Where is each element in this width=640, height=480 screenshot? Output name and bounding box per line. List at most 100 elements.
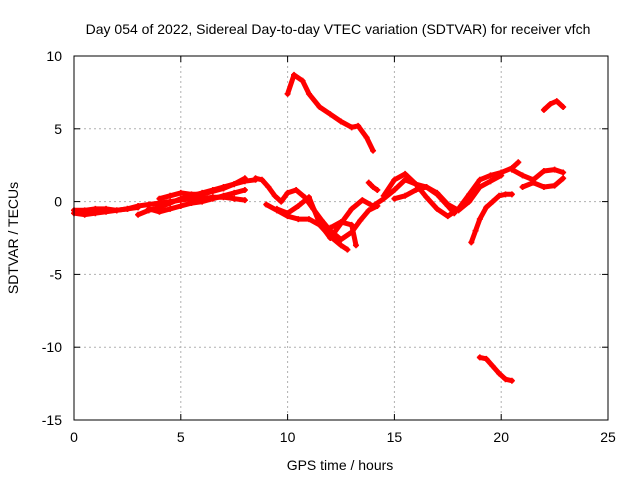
- data-point: [496, 370, 503, 377]
- data-point: [209, 188, 216, 195]
- data-point: [508, 377, 515, 384]
- data-point: [135, 204, 142, 211]
- series-arc-09: [284, 71, 377, 154]
- data-point: [167, 192, 174, 199]
- data-point: [338, 236, 344, 243]
- data-point: [455, 207, 462, 214]
- data-point: [444, 213, 451, 220]
- data-point: [391, 195, 398, 202]
- data-point: [291, 71, 298, 78]
- data-point: [209, 195, 216, 202]
- data-point: [540, 168, 547, 175]
- data-point: [305, 216, 312, 223]
- data-point: [305, 90, 312, 97]
- data-point: [220, 185, 227, 192]
- data-point: [103, 208, 110, 215]
- data-point: [316, 103, 323, 110]
- data-point: [508, 166, 515, 173]
- series-arc-18: [540, 98, 567, 113]
- data-point: [241, 197, 248, 204]
- data-point: [423, 194, 430, 201]
- data-point: [252, 175, 259, 182]
- x-tick-label: 10: [280, 429, 296, 445]
- series-arc-15: [476, 354, 515, 384]
- data-point: [338, 218, 344, 225]
- data-point: [402, 192, 409, 199]
- y-tick-label: 0: [54, 194, 62, 210]
- data-point: [553, 98, 560, 105]
- series-arc-10: [327, 218, 359, 249]
- data-point: [423, 184, 430, 191]
- data-point: [496, 192, 503, 199]
- data-point: [483, 355, 490, 362]
- data-point: [231, 181, 238, 188]
- series-arc-02: [71, 204, 142, 218]
- data-point: [359, 197, 366, 204]
- data-point: [498, 172, 505, 179]
- data-point: [177, 189, 184, 196]
- x-tick-label: 15: [387, 429, 403, 445]
- data-point: [188, 200, 195, 207]
- data-point: [551, 166, 558, 173]
- data-point: [560, 169, 567, 176]
- data-point: [327, 111, 334, 118]
- y-tick-label: -15: [42, 412, 62, 428]
- data-point: [370, 184, 377, 191]
- data-point: [402, 176, 409, 183]
- data-point: [258, 176, 265, 183]
- data-point: [271, 192, 278, 199]
- data-point: [265, 184, 272, 191]
- data-point: [92, 210, 99, 217]
- series-trace: [146, 187, 248, 215]
- data-point: [316, 220, 323, 227]
- data-point: [124, 205, 131, 212]
- data-point: [370, 202, 377, 209]
- y-tick-label: -10: [42, 339, 62, 355]
- data-point: [472, 227, 479, 234]
- data-point: [199, 198, 206, 205]
- data-point: [547, 101, 554, 108]
- data-point: [177, 195, 184, 202]
- data-point: [487, 178, 494, 185]
- data-point: [412, 186, 419, 193]
- plot-frame: [73, 55, 609, 421]
- data-point: [466, 191, 473, 198]
- series-arc-11: [365, 179, 381, 193]
- data-point: [327, 235, 334, 241]
- data-point: [220, 192, 227, 199]
- data-point: [434, 189, 441, 196]
- series-arc-16: [508, 166, 567, 183]
- data-point: [231, 195, 238, 202]
- data-point: [466, 198, 473, 205]
- data-point: [355, 122, 362, 129]
- series-trace: [541, 98, 566, 113]
- data-point: [560, 175, 567, 182]
- data-point: [402, 170, 409, 177]
- data-point: [508, 191, 515, 198]
- x-tick-label: 20: [493, 429, 509, 445]
- data-point: [231, 189, 238, 196]
- data-point: [177, 202, 184, 209]
- data-point: [348, 221, 355, 228]
- y-tick-label: 10: [46, 48, 62, 64]
- data-point: [476, 176, 483, 183]
- data-point: [284, 210, 291, 217]
- data-point: [295, 216, 302, 223]
- data-point: [167, 200, 174, 207]
- data-point: [363, 134, 370, 141]
- data-point: [519, 184, 526, 191]
- data-point: [489, 363, 496, 370]
- y-tick-label: 5: [54, 121, 62, 137]
- series-arc-13: [391, 172, 505, 214]
- data-point: [135, 211, 142, 218]
- y-tick-label: -5: [50, 266, 63, 282]
- data-point: [305, 194, 312, 201]
- series-arc-04: [145, 186, 248, 215]
- ticks: [73, 55, 609, 421]
- data-point: [348, 124, 355, 131]
- data-point: [540, 106, 547, 113]
- data-point: [263, 201, 270, 208]
- tick-labels: 0 5 10 15 20 25 -15 -10 -5 0 5 10: [42, 48, 616, 445]
- data-point: [348, 205, 355, 212]
- data-point: [352, 242, 359, 249]
